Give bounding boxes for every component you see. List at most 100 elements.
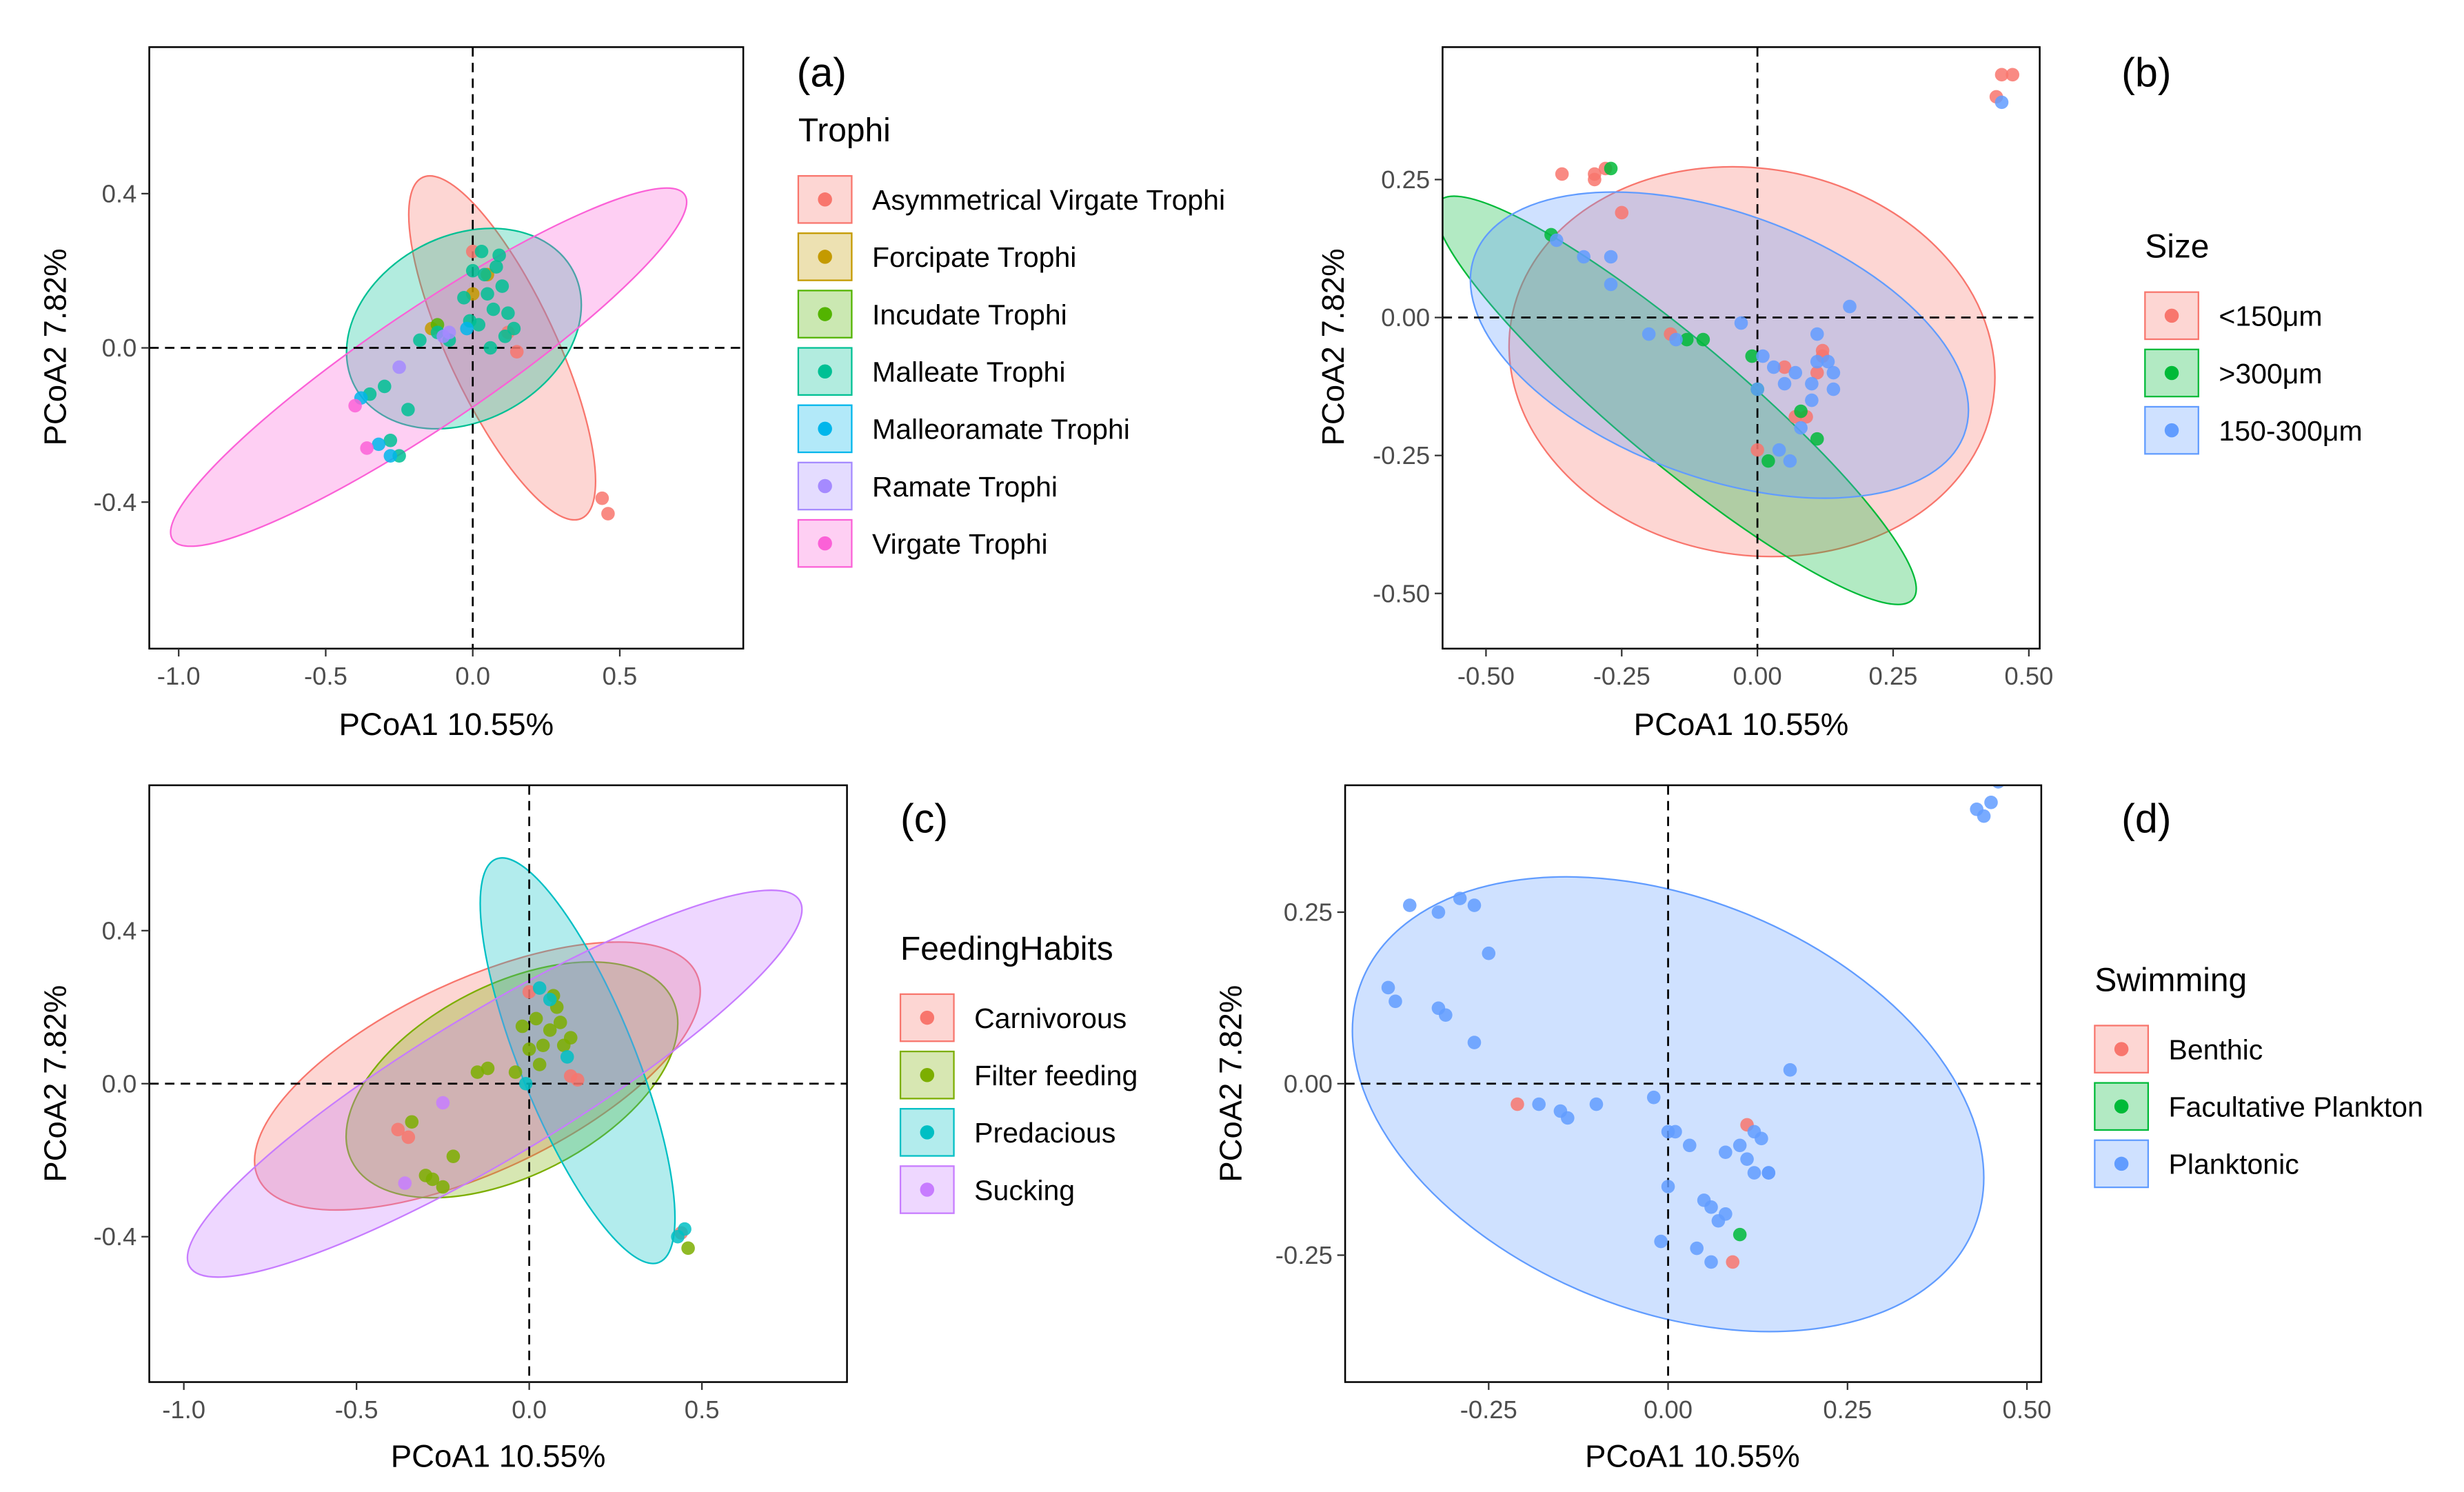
panel-c: -1.0 -0.5 0.0 0.5 -0.4 0.0 0.4 PCoA1 10.55% P… [38, 784, 1138, 1474]
panel-a-legend-marker [818, 250, 832, 264]
panel-d-point-planktonic [1661, 1180, 1675, 1193]
panel-c-point-carnivorous [522, 985, 536, 999]
panel-b-point-150-300-m [1805, 393, 1819, 407]
panel-b-x-tick-label: 0.00 [1733, 662, 1782, 690]
panel-b-legend: Size <150μm >300μm 150-300μm [2144, 229, 2363, 455]
panel-b-point-150-300-m [1734, 316, 1748, 330]
panel-b-point-150-300-m [1826, 382, 1841, 396]
panel-a: -1.0 -0.5 0.0 0.5 -0.4 0.0 0.4 PCoA1 10.55% P… [38, 46, 1225, 742]
panel-d-legend-item-benthic: Benthic [2094, 1025, 2263, 1073]
panel-a-point-malleate-trophi [498, 329, 512, 343]
panel-c-point-filter-feeding [681, 1241, 695, 1256]
panel-c-ellipse-sucking [186, 889, 803, 1278]
panel-d-legend-marker [2114, 1156, 2129, 1171]
panel-b-point-150-300-m [1826, 365, 1841, 380]
panel-b-legend-item-300-m: >300μm [2144, 348, 2323, 398]
panel-a-point-malleate-trophi [507, 321, 521, 336]
panel-c-point-filter-feeding [543, 1023, 557, 1037]
panel-c-legend: FeedingHabits Carnivorous Filter feeding Pr… [899, 931, 1138, 1214]
panel-b-point-150-m [1555, 167, 1569, 181]
panel-b-point-150-300-m [1805, 376, 1819, 391]
panel-b-point-150-300-m [1577, 250, 1591, 264]
panel-a-y-axis-label: PCoA2 7.82% [38, 248, 73, 445]
panel-b-x-tick-label: -0.25 [1593, 662, 1650, 690]
panel-b-point-150-300-m [1642, 327, 1656, 341]
panel-d-reference-lines [1345, 785, 2041, 1382]
panel-d-y-ticks: -0.25 0.00 0.25 [1275, 898, 1346, 1269]
panel-b-y-tick-label: -0.25 [1373, 441, 1430, 470]
panel-b-legend-item-150-300-m: 150-300μm [2144, 405, 2363, 455]
panel-c-y-axis-label: PCoA2 7.82% [38, 985, 73, 1182]
panel-a-legend-item-malleoramate-trophi: Malleoramate Trophi [797, 404, 1130, 454]
panel-b-point-150-300-m [1750, 382, 1764, 396]
panel-a-point-malleate-trophi [492, 248, 506, 263]
panel-a-legend-label: Forcipate Trophi [872, 241, 1076, 273]
panel-d-point-facultative-plankton [1733, 1227, 1747, 1242]
panel-d-point-planktonic [1532, 1097, 1546, 1111]
panel-d-point-planktonic [1431, 905, 1446, 919]
panel-c-point-filter-feeding [425, 1172, 440, 1187]
panel-a-legend-label: Malleate Trophi [872, 356, 1065, 388]
panel-a-point-virgate-trophi [348, 399, 362, 413]
panel-a-legend-marker [818, 536, 832, 551]
panel-c-legend-label: Carnivorous [974, 1002, 1127, 1034]
panel-c-point-filter-feeding [470, 1065, 485, 1079]
panel-c-x-ticks: -1.0 -0.5 0.0 0.5 [162, 1382, 719, 1424]
panel-c-legend-marker [920, 1010, 935, 1025]
panel-a-point-asymmetrical-virgate-trophi [595, 491, 609, 505]
panel-a-point-malleate-trophi [477, 268, 492, 282]
panel-b-point-150-m [1750, 443, 1764, 457]
panel-c-legend-marker [920, 1182, 935, 1197]
panel-a-legend: Trophi Asymmetrical Virgate Trophi Forcipa… [797, 112, 1225, 568]
panel-a-legend-item-ramate-trophi: Ramate Trophi [797, 461, 1058, 511]
panel-d-y-axis-label: PCoA2 7.82% [1213, 985, 1249, 1182]
panel-c-y-tick-label: -0.4 [93, 1222, 137, 1251]
panel-b-y-tick-label: -0.50 [1373, 579, 1430, 607]
panel-d-legend-label: Facultative Plankton [2168, 1091, 2423, 1123]
panel-c-x-tick-label: 0.5 [685, 1395, 720, 1424]
panel-b-point-150-300-m [1810, 327, 1824, 341]
panel-a-points [348, 244, 615, 521]
panel-c-legend-label: Filter feeding [974, 1060, 1138, 1091]
panel-a-point-asymmetrical-virgate-trophi [601, 507, 615, 521]
panel-d-legend-label: Benthic [2168, 1034, 2263, 1065]
panel-a-point-malleate-trophi [457, 291, 471, 305]
panel-d-point-benthic [1726, 1255, 1740, 1269]
panel-d-tag: (d) [2121, 795, 2171, 841]
panel-a-point-malleate-trophi [413, 333, 427, 347]
panel-a-legend-item-malleate-trophi: Malleate Trophi [797, 347, 1065, 396]
panel-d-legend-label: Planktonic [2168, 1149, 2299, 1180]
panel-b-points [1544, 68, 2020, 468]
panel-b-point-300-m [1745, 349, 1759, 363]
panel-a-point-malleate-trophi [401, 403, 415, 416]
panel-c-point-predacious [518, 1076, 533, 1091]
panel-a-legend-label: Ramate Trophi [872, 471, 1058, 503]
panel-d-legend-marker [2114, 1042, 2129, 1056]
panel-a-point-malleoramate-trophi [460, 321, 474, 336]
panel-b-point-150-300-m [1821, 354, 1835, 369]
panel-b-point-300-m [1696, 332, 1710, 347]
panel-b-y-axis-label: PCoA2 7.82% [1315, 248, 1351, 445]
panel-b-point-300-m [1761, 454, 1775, 468]
panel-a-x-tick-label: 0.0 [455, 662, 490, 690]
panel-d-point-planktonic [1783, 1063, 1797, 1077]
panel-d-point-planktonic [1431, 1001, 1446, 1016]
panel-c-x-tick-label: -1.0 [162, 1395, 205, 1424]
panel-b-point-300-m [1604, 161, 1618, 176]
panel-c-point-filter-feeding [405, 1115, 419, 1129]
panel-a-legend-marker [818, 421, 832, 436]
panel-c-legend-label: Predacious [974, 1117, 1115, 1149]
panel-d: -0.25 0.00 0.25 0.50 -0.25 0.00 0.25 PCoA1 10… [1213, 784, 2423, 1474]
panel-d-point-planktonic [1646, 1090, 1661, 1105]
panel-d-x-tick-label: -0.25 [1460, 1395, 1517, 1424]
panel-c-point-predacious [678, 1222, 691, 1236]
panel-b-point-150-m [2006, 68, 2020, 82]
panel-b: -0.50 -0.25 0.00 0.25 0.50 -0.50 -0.25 0.00 0.2… [1315, 46, 2363, 742]
panel-c-point-carnivorous [391, 1122, 405, 1137]
panel-a-legend-item-forcipate-trophi: Forcipate Trophi [797, 232, 1076, 281]
panel-a-legend-label: Malleoramate Trophi [872, 414, 1130, 445]
panel-b-legend-label: >300μm [2219, 358, 2322, 390]
panel-c-point-carnivorous [401, 1130, 416, 1145]
panel-a-y-tick-label: 0.0 [102, 334, 137, 362]
